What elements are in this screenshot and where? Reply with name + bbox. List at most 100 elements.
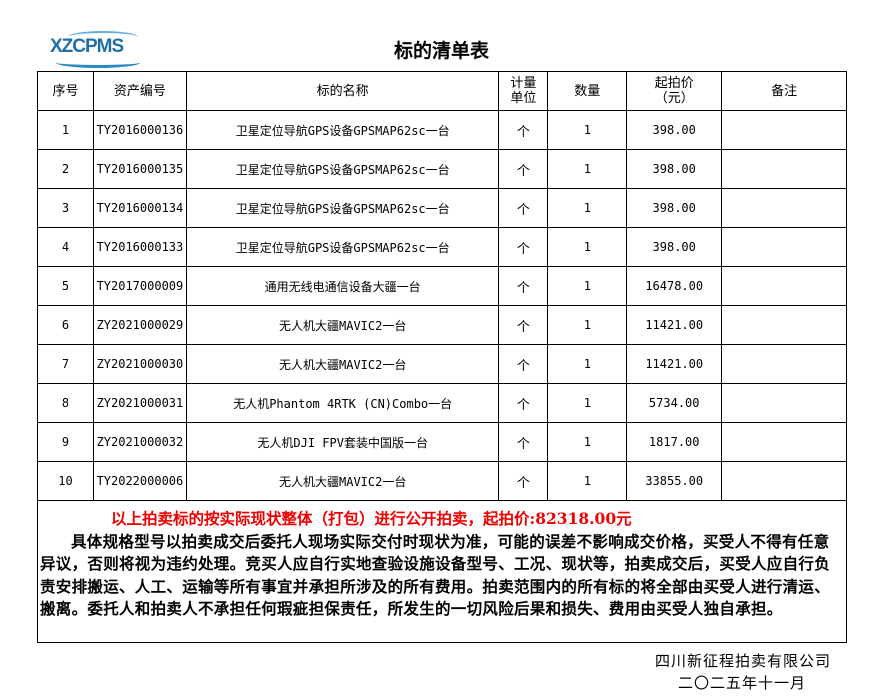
column-header: 数量 bbox=[547, 71, 628, 111]
table-cell: 通用无线电通信设备大疆一台 bbox=[185, 266, 500, 306]
table-cell: 1 bbox=[547, 422, 628, 462]
table-cell bbox=[721, 188, 847, 228]
column-header: 序号 bbox=[37, 71, 94, 111]
table-cell: 1 bbox=[37, 110, 94, 150]
table-cell: 无人机大疆MAVIC2一台 bbox=[185, 461, 500, 501]
table-cell: 5734.00 bbox=[626, 383, 723, 423]
table-cell bbox=[721, 227, 847, 267]
table-row: 9 ZY2021000032 无人机DJI FPV套装中国版一台个 1 1817.00 bbox=[37, 422, 847, 462]
table-cell: 1 bbox=[547, 461, 628, 501]
table-cell: TY2016000133 bbox=[92, 227, 187, 267]
table-row: 2 TY2016000135 卫星定位导航GPS设备GPSMAP62sc一台个 1 39… bbox=[37, 149, 847, 189]
table-cell: 卫星定位导航GPS设备GPSMAP62sc一台 bbox=[185, 188, 500, 228]
table-row: 6 ZY2021000029 无人机大疆MAVIC2一台个 1 11421.00 bbox=[37, 305, 847, 345]
table-cell: 个 bbox=[498, 383, 549, 423]
table-cell bbox=[721, 266, 847, 306]
table-cell: 个 bbox=[498, 110, 549, 150]
table-cell: 个 bbox=[498, 461, 549, 501]
signature-date: 二〇二五年十一月 bbox=[677, 674, 806, 692]
table-cell: 个 bbox=[498, 266, 549, 306]
table-cell: 个 bbox=[498, 344, 549, 384]
table-cell: 1 bbox=[547, 110, 628, 150]
table-cell bbox=[721, 110, 847, 150]
table-cell: 11421.00 bbox=[626, 305, 723, 345]
table-cell: TY2016000134 bbox=[92, 188, 187, 228]
table-header-row: 序号 资产编号 标的名称 计量 单位 数量 起拍价 （元） 备注 bbox=[37, 71, 847, 111]
table-cell: 个 bbox=[498, 422, 549, 462]
company-logo: XZCPMS bbox=[48, 30, 148, 68]
table-row: 7 ZY2021000030 无人机大疆MAVIC2一台个 1 11421.00 bbox=[37, 344, 847, 384]
table-cell: ZY2021000029 bbox=[92, 305, 187, 345]
table-cell: 6 bbox=[37, 305, 94, 345]
table-row: 1 TY2016000136 卫星定位导航GPS设备GPSMAP62sc一台个 1 39… bbox=[37, 110, 847, 150]
table-cell: 398.00 bbox=[626, 188, 723, 228]
table-cell: TY2022000006 bbox=[92, 461, 187, 501]
logo-swoosh bbox=[56, 57, 140, 68]
table-cell: 1 bbox=[547, 266, 628, 306]
table-cell bbox=[721, 383, 847, 423]
notes-body: 具体规格型号以拍卖成交后委托人现场实际交付时现状为准，可能的误差不影响成交价格，… bbox=[40, 531, 831, 619]
table-cell: 1 bbox=[547, 149, 628, 189]
notes-headline: 以上拍卖标的按实际现状整体（打包）进行公开拍卖，起拍价:82318.00元 bbox=[111, 509, 632, 528]
table-cell: 16478.00 bbox=[626, 266, 723, 306]
column-header: 标的名称 bbox=[185, 71, 500, 111]
table-cell: 卫星定位导航GPS设备GPSMAP62sc一台 bbox=[185, 149, 500, 189]
table-cell: 5 bbox=[37, 266, 94, 306]
table-cell: 398.00 bbox=[626, 227, 723, 267]
logo-arc bbox=[68, 31, 138, 43]
signature: 四川新征程拍卖有限公司 二〇二五年十一月 bbox=[655, 650, 831, 694]
table-cell: 10 bbox=[37, 461, 94, 501]
table-cell bbox=[721, 461, 847, 501]
table-cell: 4 bbox=[37, 227, 94, 267]
company-name: 四川新征程拍卖有限公司 bbox=[654, 652, 831, 670]
table-cell: 卫星定位导航GPS设备GPSMAP62sc一台 bbox=[185, 227, 500, 267]
table-cell: 个 bbox=[498, 188, 549, 228]
table-cell: 个 bbox=[498, 149, 549, 189]
table-cell: 1 bbox=[547, 383, 628, 423]
table-cell: 无人机大疆MAVIC2一台 bbox=[185, 344, 500, 384]
table-cell: 卫星定位导航GPS设备GPSMAP62sc一台 bbox=[185, 110, 500, 150]
table-cell: 2 bbox=[37, 149, 94, 189]
table-cell: 7 bbox=[37, 344, 94, 384]
table-cell: 398.00 bbox=[626, 149, 723, 189]
table-cell: 1 bbox=[547, 188, 628, 228]
table-cell: 1 bbox=[547, 344, 628, 384]
table-cell: 1 bbox=[547, 305, 628, 345]
table-row: 5 TY2017000009 通用无线电通信设备大疆一台个 1 16478.00 bbox=[37, 266, 847, 306]
table-row: 4 TY2016000133 卫星定位导航GPS设备GPSMAP62sc一台个 1 39… bbox=[37, 227, 847, 267]
table-cell bbox=[721, 344, 847, 384]
table-cell: 无人机Phantom 4RTK (CN)Combo一台 bbox=[185, 383, 500, 423]
table-cell: 1 bbox=[547, 227, 628, 267]
table-row: 8 ZY2021000031 无人机Phantom 4RTK (CN)Combo一台… bbox=[37, 383, 847, 423]
table-cell bbox=[721, 305, 847, 345]
table-cell: TY2016000135 bbox=[92, 149, 187, 189]
table-cell: 9 bbox=[37, 422, 94, 462]
page-title: 标的清单表 bbox=[393, 40, 489, 62]
table-cell: ZY2021000032 bbox=[92, 422, 187, 462]
auction-notes: 以上拍卖标的按实际现状整体（打包）进行公开拍卖，起拍价:82318.00元 具体… bbox=[37, 500, 847, 643]
column-header: 备注 bbox=[721, 71, 847, 111]
column-header: 计量 单位 bbox=[498, 71, 549, 111]
column-header: 资产编号 bbox=[92, 71, 187, 111]
table-cell: 无人机DJI FPV套装中国版一台 bbox=[185, 422, 500, 462]
table-cell: 1817.00 bbox=[626, 422, 723, 462]
table-cell: TY2016000136 bbox=[92, 110, 187, 150]
table-cell: 无人机大疆MAVIC2一台 bbox=[185, 305, 500, 345]
table-cell: ZY2021000030 bbox=[92, 344, 187, 384]
asset-table: 序号 资产编号 标的名称 计量 单位 数量 起拍价 （元） 备注 1 TY2016000136 卫星… bbox=[37, 71, 847, 501]
table-cell bbox=[721, 149, 847, 189]
table-cell bbox=[721, 422, 847, 462]
table-cell: 个 bbox=[498, 227, 549, 267]
table-row: 3 TY2016000134 卫星定位导航GPS设备GPSMAP62sc一台个 1 39… bbox=[37, 188, 847, 228]
table-cell: 3 bbox=[37, 188, 94, 228]
table-row: 10 TY2022000006 无人机大疆MAVIC2一台个 1 33855.00 bbox=[37, 461, 847, 501]
table-cell: ZY2021000031 bbox=[92, 383, 187, 423]
logo-text: XZCPMS bbox=[50, 36, 124, 57]
table-cell: 11421.00 bbox=[626, 344, 723, 384]
table-cell: 398.00 bbox=[626, 110, 723, 150]
table-cell: 33855.00 bbox=[626, 461, 723, 501]
table-cell: TY2017000009 bbox=[92, 266, 187, 306]
table-cell: 个 bbox=[498, 305, 549, 345]
column-header: 起拍价 （元） bbox=[626, 71, 723, 111]
table-cell: 8 bbox=[37, 383, 94, 423]
